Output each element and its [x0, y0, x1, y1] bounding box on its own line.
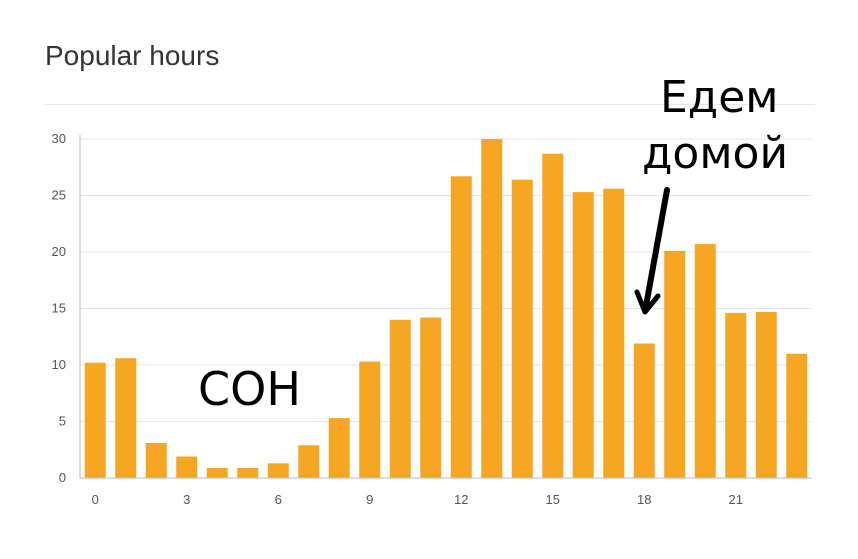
bar [694, 244, 716, 478]
bar [481, 139, 503, 478]
bars [84, 139, 808, 479]
bar [115, 358, 137, 478]
bar [328, 418, 350, 478]
y-tick-label: 5 [59, 414, 66, 429]
bar [206, 467, 228, 478]
bar [298, 445, 320, 478]
y-tick-label: 10 [52, 357, 66, 372]
bar [603, 188, 625, 478]
bar [267, 463, 289, 478]
chart-title: Popular hours [45, 40, 220, 71]
bar [359, 361, 381, 478]
y-tick-label: 15 [52, 301, 66, 316]
annotation-edem: Едем [660, 72, 779, 123]
x-tick-label: 6 [275, 492, 282, 507]
bar [420, 317, 442, 478]
x-tick-label: 18 [637, 492, 651, 507]
y-tick-label: 20 [52, 244, 66, 259]
bar [664, 250, 686, 478]
title-divider [45, 104, 815, 105]
bar [786, 353, 808, 478]
x-tick-label: 21 [729, 492, 743, 507]
bar [511, 179, 533, 478]
annotation-domoy: домой [642, 128, 788, 179]
x-tick-label: 0 [92, 492, 99, 507]
x-tick-label: 15 [546, 492, 560, 507]
annotation-son: СОН [198, 362, 301, 416]
bar [725, 313, 747, 478]
bar [450, 176, 472, 479]
bar [542, 153, 564, 478]
bar [633, 343, 655, 478]
grid-lines [80, 138, 812, 422]
bar [237, 467, 259, 478]
y-tick-label: 30 [52, 131, 66, 146]
y-tick-label: 25 [52, 188, 66, 203]
annotation-arrow [634, 187, 670, 315]
bar [84, 362, 106, 478]
bar [389, 319, 411, 478]
x-tick-label: 3 [183, 492, 190, 507]
y-tick-labels: 0 5 10 15 20 25 30 [52, 131, 66, 485]
bar [145, 442, 167, 478]
axes [79, 135, 812, 479]
y-tick-label: 0 [59, 470, 66, 485]
bar [755, 311, 777, 478]
bar [176, 456, 198, 478]
x-tick-label: 12 [454, 492, 468, 507]
bar [572, 192, 594, 479]
x-tick-label: 9 [366, 492, 373, 507]
x-tick-labels: 0 3 6 9 12 15 18 21 [92, 492, 743, 507]
